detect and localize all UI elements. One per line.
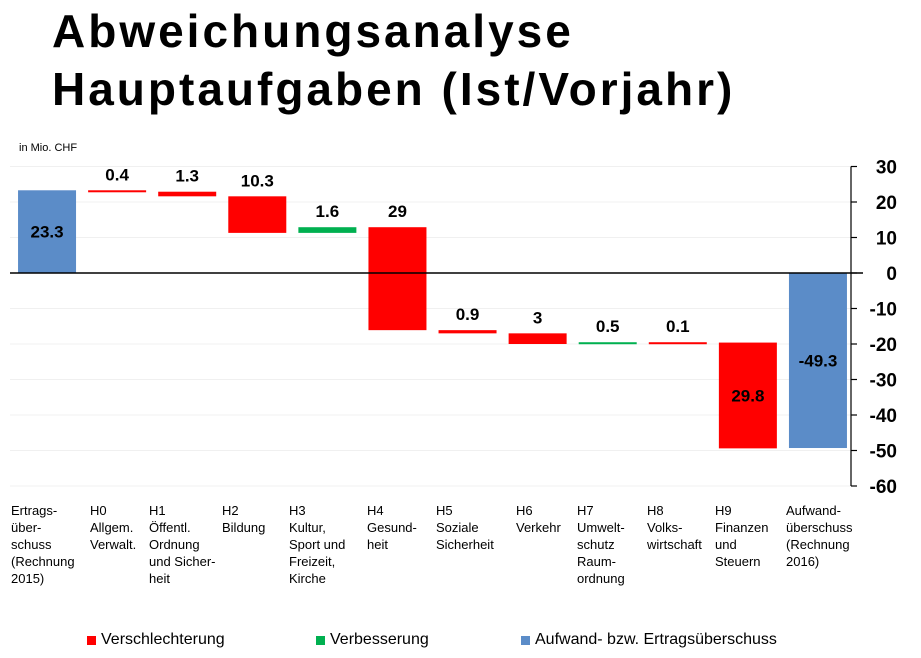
y-tick-label: 20: [876, 193, 897, 214]
bar-3: [228, 196, 287, 233]
y-tick-label: -30: [870, 371, 897, 392]
category-label-1: H0 Allgem. Verwalt.: [90, 503, 137, 552]
bar-7: [508, 333, 567, 344]
category-label-4: H3 Kultur, Sport und Freizeit, Kirche: [289, 503, 346, 586]
bar-0: [18, 190, 77, 273]
bar-2: [158, 191, 217, 197]
chart-title: Abweichungsanalyse Hauptaufgaben (Ist/Vo…: [52, 2, 912, 118]
category-label-3: H2 Bildung: [222, 503, 266, 535]
waterfall-chart: 23.3 0.4 1.3 10.3 1.6 29 0.9 3 0.5 0.1 29.8 -49.3 30…: [10, 158, 897, 498]
bar-label-11: -49.3: [799, 352, 838, 371]
legend-label-worse: Verschlechterung: [101, 631, 225, 648]
category-label-5: H4 Gesund- heit: [367, 503, 417, 552]
category-label-11: Aufwand- überschuss (Rechnung 2016): [786, 503, 853, 569]
bar-label-3: 10.3: [241, 171, 274, 190]
bar-label-8: 0.5: [596, 317, 620, 336]
bar-label-9: 0.1: [666, 317, 690, 336]
bar-4: [298, 227, 357, 233]
y-tick-label: 10: [876, 229, 897, 250]
y-tick-label: -20: [870, 335, 897, 356]
category-label-9: H8 Volks- wirtschaft: [647, 503, 702, 552]
legend-item-total: Aufwand- bzw. Ertragsüberschuss: [521, 631, 777, 649]
bar-label-6: 0.9: [456, 305, 480, 324]
bar-label-0: 23.3: [30, 223, 63, 242]
category-label-6: H5 Soziale Sicherheit: [436, 503, 494, 552]
bar-10: [718, 342, 777, 449]
bar-9: [648, 342, 707, 345]
category-label-10: H9 Finanzen und Steuern: [715, 503, 769, 569]
legend-label-better: Verbesserung: [330, 631, 429, 648]
legend-item-worse: Verschlechterung: [87, 631, 225, 649]
bar-label-4: 1.6: [316, 202, 340, 221]
legend-swatch-worse: [87, 635, 96, 645]
bar-label-2: 1.3: [175, 167, 199, 186]
category-label-0: Ertrags- über- schuss (Rechnung 2015): [11, 503, 75, 586]
y-tick-label: 30: [876, 158, 897, 179]
bar-8: [578, 342, 637, 345]
bar-5: [368, 227, 427, 331]
legend-label-total: Aufwand- bzw. Ertragsüberschuss: [535, 631, 777, 648]
legend: Verschlechterung Verbesserung Aufwand- b…: [0, 631, 921, 655]
bar-11: [788, 273, 847, 449]
legend-swatch-better: [316, 635, 325, 645]
bar-label-7: 3: [533, 308, 542, 327]
legend-item-better: Verbesserung: [316, 631, 429, 649]
bar-6: [438, 330, 497, 334]
bar-label-10: 29.8: [731, 386, 764, 405]
y-tick-label: -40: [870, 406, 897, 427]
chart-title-line2: Hauptaufgaben (Ist/Vorjahr): [52, 63, 736, 115]
bar-1: [88, 190, 147, 193]
y-tick-label: -60: [870, 477, 897, 498]
unit-label: in Mio. CHF: [19, 142, 78, 154]
category-label-8: H7 Umwelt- schutz Raum- ordnung: [577, 503, 625, 586]
y-tick-label: 0: [886, 264, 897, 285]
bar-label-1: 0.4: [105, 165, 129, 184]
chart-title-line1: Abweichungsanalyse: [52, 5, 574, 57]
category-label-7: H6 Verkehr: [516, 503, 561, 535]
y-tick-label: -50: [870, 442, 897, 463]
category-label-2: H1 Öffentl. Ordnung und Sicher- heit: [149, 503, 216, 586]
bar-label-5: 29: [388, 202, 407, 221]
legend-swatch-total: [521, 635, 530, 645]
y-tick-label: -10: [870, 300, 897, 321]
